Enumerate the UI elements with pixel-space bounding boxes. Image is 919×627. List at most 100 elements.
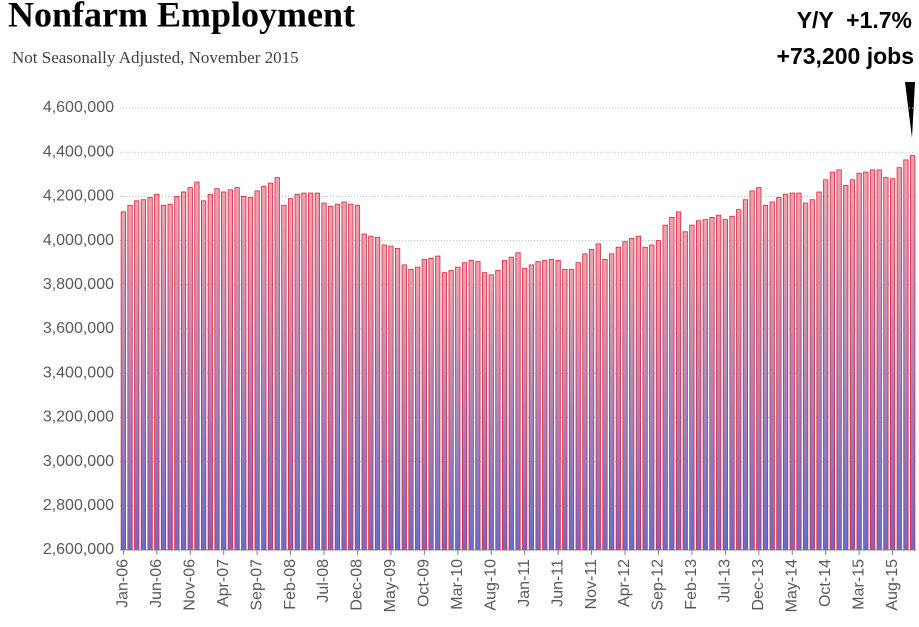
- bar: [415, 266, 421, 551]
- bar: [702, 219, 708, 551]
- bar: [836, 169, 842, 551]
- bar: [180, 191, 187, 551]
- y-tick-label: 4,600,000: [43, 99, 114, 116]
- bar: [167, 203, 173, 551]
- bar: [615, 246, 621, 551]
- bar: [555, 260, 561, 551]
- bar: [314, 192, 320, 551]
- y-tick-label: 3,600,000: [43, 320, 114, 337]
- bar: [308, 192, 314, 551]
- x-tick-label: Dec-08: [349, 559, 366, 611]
- bar: [662, 224, 668, 551]
- bar: [154, 193, 160, 551]
- bar: [468, 260, 474, 551]
- bar: [408, 268, 414, 551]
- bar: [354, 204, 361, 551]
- bar: [241, 195, 247, 551]
- bar: [274, 177, 280, 551]
- bar: [903, 159, 909, 551]
- bar: [709, 216, 715, 551]
- bar: [227, 189, 233, 551]
- x-tick-label: Aug-10: [482, 559, 499, 611]
- y-tick-label: 4,400,000: [43, 143, 114, 160]
- bar: [435, 255, 441, 551]
- bar: [689, 224, 695, 551]
- bar: [147, 197, 153, 551]
- x-tick-label: Nov-11: [583, 559, 600, 609]
- bar: [421, 258, 427, 551]
- bar: [502, 260, 508, 551]
- bar: [174, 195, 180, 551]
- x-tick-label: Oct-14: [817, 559, 834, 607]
- bar: [789, 192, 795, 551]
- y-tick-label: 4,200,000: [43, 188, 114, 205]
- bar: [609, 253, 615, 551]
- bar: [823, 179, 829, 551]
- annotation: Y/Y +1.7%: [797, 7, 912, 33]
- bar: [201, 200, 207, 551]
- bar: [381, 244, 387, 551]
- bar: [348, 203, 354, 551]
- bar: [595, 243, 601, 551]
- bar: [261, 186, 267, 551]
- x-tick-label: Apr-07: [215, 559, 232, 607]
- bar: [234, 187, 240, 551]
- bar: [776, 197, 782, 551]
- bar: [495, 270, 501, 551]
- bar: [675, 211, 682, 551]
- y-tick-label: 3,800,000: [43, 276, 114, 293]
- bar: [221, 191, 227, 551]
- bar: [321, 202, 327, 551]
- y-tick-label: 3,200,000: [43, 409, 114, 426]
- y-tick-label: 2,600,000: [43, 541, 114, 558]
- bar: [910, 155, 916, 551]
- bar: [655, 240, 662, 551]
- bar: [542, 260, 548, 551]
- bar: [254, 190, 260, 551]
- bar: [127, 204, 133, 551]
- bar: [856, 172, 862, 551]
- x-tick-label: May-14: [783, 559, 800, 612]
- bar: [522, 267, 528, 551]
- bar: [816, 191, 822, 551]
- bar: [475, 261, 481, 551]
- bar: [388, 245, 394, 551]
- x-tick-label: Feb-13: [683, 559, 700, 610]
- bar: [140, 199, 147, 551]
- x-tick-label: Sep-07: [248, 559, 265, 611]
- bar: [134, 200, 140, 551]
- annotation-arrow: [905, 82, 915, 138]
- bar: [809, 199, 815, 551]
- bar: [401, 264, 407, 551]
- x-tick-label: Apr-12: [616, 559, 633, 607]
- x-tick-label: Jul-08: [315, 559, 332, 603]
- bar: [575, 262, 581, 551]
- bar: [194, 181, 200, 551]
- x-tick-label: Sep-12: [650, 559, 667, 611]
- y-tick-label: 4,000,000: [43, 232, 114, 249]
- x-tick-label: Mar-10: [449, 559, 466, 610]
- bar: [441, 272, 448, 551]
- x-tick-label: Feb-08: [282, 559, 299, 610]
- x-tick-label: Nov-06: [181, 559, 198, 611]
- bar: [207, 193, 213, 551]
- bar: [535, 261, 541, 551]
- bar: [528, 264, 534, 551]
- bar: [889, 178, 896, 551]
- bar: [562, 268, 568, 551]
- bar: [361, 233, 367, 551]
- x-tick-label: Jan-11: [516, 559, 533, 607]
- bar: [488, 274, 494, 551]
- bar: [341, 201, 347, 551]
- bar: [629, 237, 635, 551]
- bar: [247, 197, 254, 551]
- bar: [849, 179, 856, 551]
- x-tick-label: Jun-06: [148, 559, 165, 608]
- bar: [481, 272, 488, 551]
- x-tick-label: Aug-15: [884, 559, 901, 611]
- bar: [394, 247, 401, 551]
- x-tick-label: Jun-11: [549, 559, 566, 607]
- bar: [582, 253, 588, 551]
- bar: [722, 219, 728, 551]
